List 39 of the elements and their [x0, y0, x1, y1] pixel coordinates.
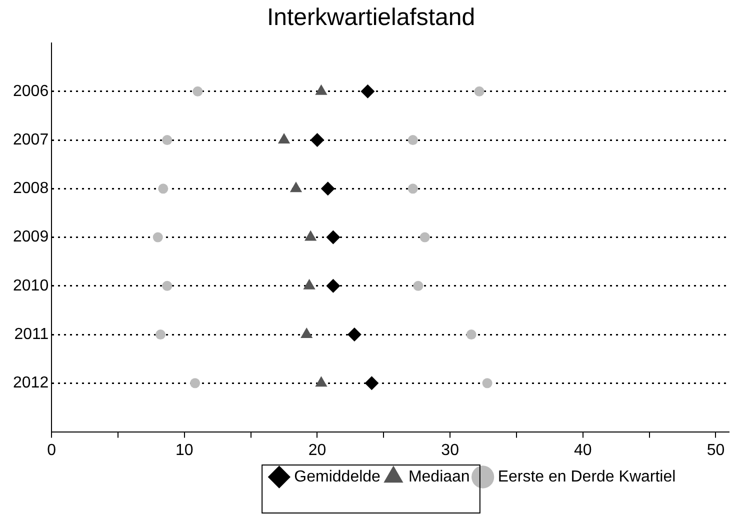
point [190, 378, 200, 388]
y-tick-label: 2006 [13, 82, 49, 100]
chart-title: Interkwartielafstand [266, 4, 476, 32]
y-tick-label: 2011 [14, 326, 49, 343]
y-tick-label: 2009 [13, 228, 49, 246]
point [474, 86, 484, 96]
point [326, 230, 340, 244]
point [310, 133, 324, 148]
y-tick-label: 2008 [13, 180, 49, 198]
point [162, 280, 172, 291]
point [347, 328, 362, 342]
legend-label: Eerste en Derde Kwartiel [498, 468, 676, 486]
point [408, 184, 418, 194]
y-tick-label: 2007 [13, 131, 49, 148]
point [162, 135, 172, 146]
point [156, 330, 166, 340]
point [466, 330, 476, 340]
x-tick-label: 30 [441, 442, 460, 459]
point [192, 86, 203, 96]
y-tick-label: 2010 [13, 277, 49, 294]
x-tick-label: 20 [308, 442, 326, 459]
point [152, 232, 163, 242]
x-tick-label: 40 [574, 442, 592, 459]
point [408, 135, 418, 146]
legend-label: Mediaan [408, 468, 470, 486]
point [320, 182, 335, 196]
x-tick-label: 10 [176, 442, 194, 459]
point [158, 184, 168, 194]
point [360, 84, 375, 98]
point [420, 232, 430, 242]
point [364, 376, 379, 390]
point [413, 280, 424, 291]
point [278, 133, 290, 144]
point [326, 278, 340, 293]
y-tick-label: 2012 [13, 374, 49, 392]
x-tick-label: 0 [47, 442, 56, 459]
x-tick-label: 50 [706, 442, 725, 459]
point [482, 378, 492, 388]
legend-label: Gemiddelde [294, 468, 381, 486]
